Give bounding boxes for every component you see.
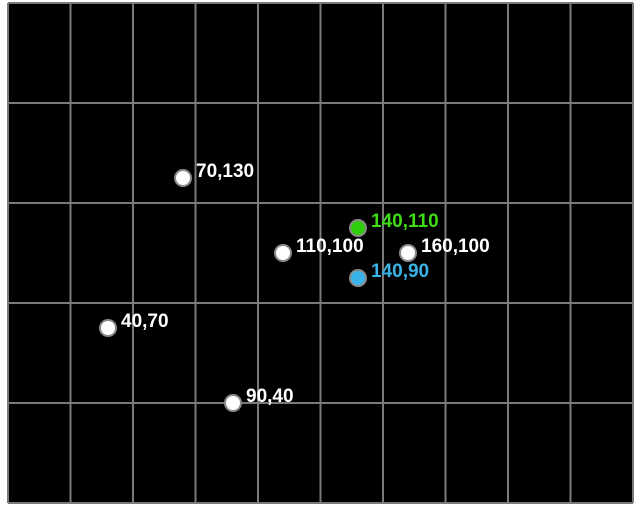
data-label: 140,90 bbox=[371, 261, 429, 282]
data-point bbox=[99, 319, 117, 337]
data-point bbox=[274, 244, 292, 262]
data-point bbox=[224, 394, 242, 412]
data-label: 40,70 bbox=[121, 311, 169, 332]
data-point bbox=[349, 219, 367, 237]
data-point bbox=[174, 169, 192, 187]
grid bbox=[7, 2, 634, 504]
data-point bbox=[399, 244, 417, 262]
data-label: 90,40 bbox=[246, 386, 294, 407]
data-point bbox=[349, 269, 367, 287]
data-label: 160,100 bbox=[421, 236, 490, 257]
data-label: 140,110 bbox=[371, 211, 439, 232]
data-label: 70,130 bbox=[196, 161, 254, 182]
data-label: 110,100 bbox=[296, 236, 364, 257]
points-layer: 70,130 140,110 110,100 160,100 140,90 40,70 90… bbox=[99, 161, 490, 412]
